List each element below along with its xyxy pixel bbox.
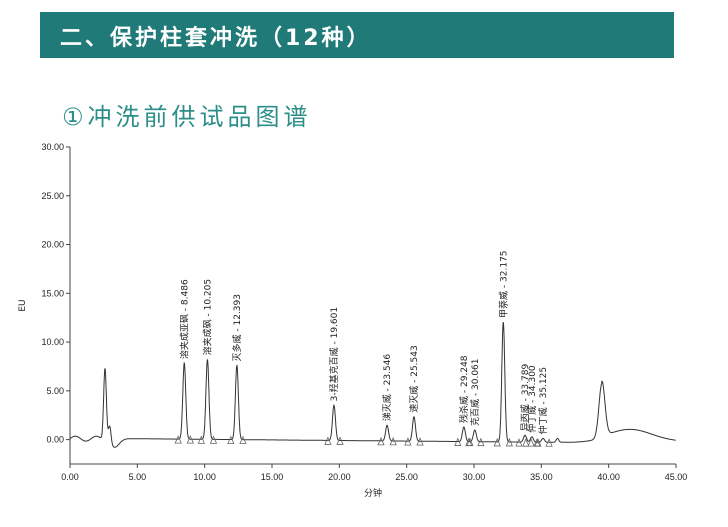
- y-tick-label: 5.00: [46, 386, 64, 396]
- peak-marker: [545, 438, 553, 447]
- peak-marker: [174, 435, 182, 444]
- peak-label: 甲萘威 - 32.175: [497, 250, 509, 317]
- peak-marker: [324, 436, 332, 445]
- x-tick-label: 20.00: [328, 472, 351, 482]
- peak-marker: [533, 438, 541, 447]
- y-tick-label: 10.00: [41, 337, 64, 347]
- chromatogram-trace: [69, 321, 676, 448]
- y-tick-label: 25.00: [41, 191, 64, 201]
- banner-title: 二、保护柱套冲洗（12种）: [60, 26, 372, 51]
- section-banner: 二、保护柱套冲洗（12种）: [40, 12, 674, 58]
- y-axis-title: EU: [18, 299, 28, 311]
- peak-marker: [389, 436, 397, 446]
- x-tick-label: 5.00: [129, 472, 147, 482]
- peak-marker: [454, 437, 462, 446]
- peak-labels: 溶夹成亚砜 - 8.486 溶夹成砜 - 10.205 灭多威 - 12.393 3-…: [178, 250, 549, 434]
- peak-marker: [186, 435, 194, 444]
- x-tick-label: 45.00: [665, 472, 688, 482]
- peak-marker: [527, 438, 535, 447]
- peak-label: 3-羟基克百威 - 19.601: [328, 307, 340, 401]
- peak-label: 溶夹成砜 - 10.205: [201, 279, 213, 355]
- peak-marker: [477, 437, 485, 447]
- chromatogram-chart: 0.00 5.00 10.00 15.00 20.00 25.00 30.00 0.00 5.0…: [18, 142, 687, 499]
- y-tick-label: 20.00: [41, 240, 64, 250]
- peak-marker: [465, 437, 473, 447]
- x-tick-label: 35.00: [530, 472, 553, 482]
- peak-marker: [404, 437, 412, 446]
- x-tick-label: 40.00: [597, 472, 620, 482]
- peak-marker: [493, 437, 501, 447]
- peak-label: 速灭威 - 25.543: [408, 345, 420, 412]
- peak-marker: [209, 435, 218, 444]
- peak-label: 涕灭威 - 23.546: [381, 354, 393, 422]
- x-tick-label: 15.00: [261, 472, 284, 482]
- peak-label: 溶夹成亚砜 - 8.486: [178, 279, 190, 359]
- y-tick-label: 0.00: [46, 435, 64, 445]
- x-tick-label: 0.00: [61, 472, 79, 482]
- x-axis-title: 分钟: [364, 487, 382, 499]
- x-tick-label: 10.00: [193, 472, 216, 482]
- peak-marker: [522, 438, 530, 447]
- peak-marker: [227, 435, 235, 445]
- peak-label: 克百威 - 30.061: [469, 358, 481, 425]
- peak-label: 残杀威 - 29.248: [458, 355, 470, 423]
- trace: [69, 321, 676, 448]
- chart-subtitle: ①冲洗前供试品图谱: [62, 103, 312, 131]
- x-tick-label: 25.00: [395, 472, 418, 482]
- y-tick-label: 30.00: [41, 142, 64, 152]
- peak-marker: [239, 435, 247, 445]
- peak-marker: [336, 436, 344, 445]
- peak-marker: [515, 438, 523, 447]
- y-tick-label: 15.00: [41, 288, 64, 298]
- peak-label: 异丙威 - 33.789: [519, 364, 531, 432]
- peak-label: 仲丁威 - 34.300: [526, 365, 538, 433]
- axes: 0.00 5.00 10.00 15.00 20.00 25.00 30.00 0.00 5.0…: [18, 142, 687, 499]
- peak-marker: [197, 435, 205, 444]
- x-tick-label: 30.00: [463, 472, 486, 482]
- peak-marker: [416, 437, 424, 446]
- peak-label: 仲丁威 - 35.125: [537, 367, 549, 434]
- peak-marker: [377, 436, 385, 446]
- peak-label: 灭多威 - 12.393: [231, 294, 243, 361]
- peak-marker: [505, 437, 513, 447]
